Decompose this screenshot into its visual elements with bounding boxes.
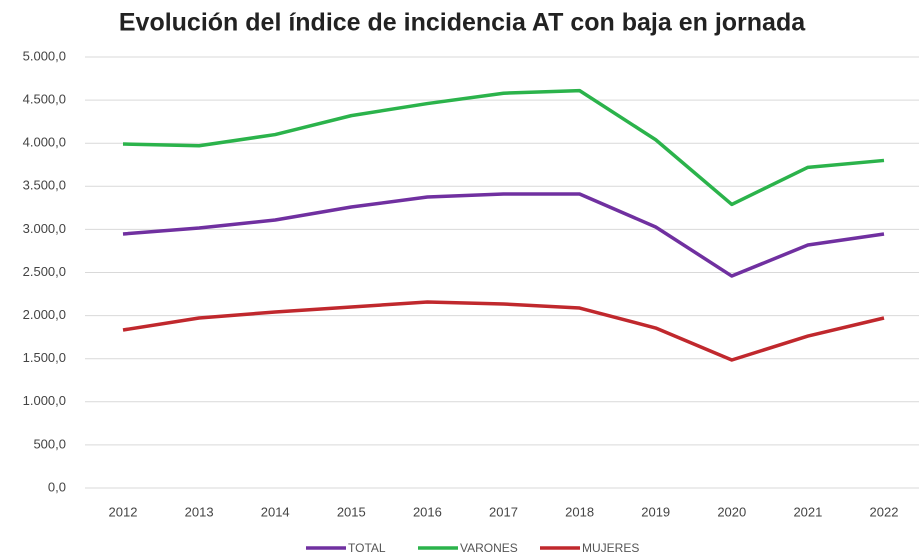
x-tick-label: 2022	[870, 504, 899, 519]
y-tick-label: 2.500,0	[23, 264, 66, 279]
y-tick-label: 5.000,0	[23, 48, 66, 63]
x-tick-label: 2014	[261, 504, 290, 519]
x-tick-label: 2015	[337, 504, 366, 519]
x-tick-label: 2017	[489, 504, 518, 519]
x-tick-label: 2021	[793, 504, 822, 519]
series-line	[122, 88, 885, 207]
x-tick-label: 2018	[565, 504, 594, 519]
chart-title: Evolución del índice de incidencia AT co…	[119, 9, 806, 37]
x-tick-label: 2016	[413, 504, 442, 519]
series-line	[122, 300, 885, 362]
x-tick-label: 2012	[109, 504, 138, 519]
legend-label: TOTAL	[348, 541, 386, 555]
y-tick-label: 3.500,0	[23, 178, 66, 193]
series-line	[122, 192, 885, 278]
y-tick-label: 500,0	[33, 436, 66, 451]
x-tick-label: 2013	[185, 504, 214, 519]
y-tick-label: 3.000,0	[23, 221, 66, 236]
x-tick-label: 2019	[641, 504, 670, 519]
y-tick-label: 0,0	[48, 479, 66, 494]
y-tick-label: 2.000,0	[23, 307, 66, 322]
y-tick-label: 1.000,0	[23, 393, 66, 408]
y-tick-label: 1.500,0	[23, 350, 66, 365]
x-tick-label: 2020	[717, 504, 746, 519]
legend-label: MUJERES	[582, 541, 639, 555]
legend-label: VARONES	[460, 541, 518, 555]
y-tick-label: 4.500,0	[23, 92, 66, 107]
y-tick-label: 4.000,0	[23, 135, 66, 150]
